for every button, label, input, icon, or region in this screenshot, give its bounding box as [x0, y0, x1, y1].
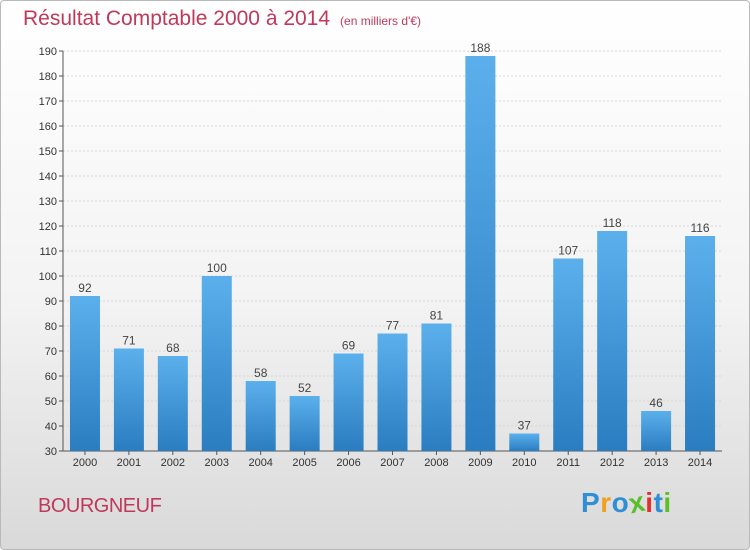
x-label-2000: 2000	[73, 457, 97, 469]
bar-2000	[69, 296, 100, 451]
title-main: Résultat Comptable 2000 à 2014	[23, 7, 331, 30]
y-axis-ticks: 30 40 50 60 70 80 90 100 110 120 130 140 150 160 170 18…	[39, 46, 63, 458]
x-label-2009: 2009	[468, 457, 492, 469]
data-label-2004: 58	[254, 366, 268, 380]
y-tick-label: 80	[45, 321, 57, 333]
data-label-2000: 92	[78, 281, 92, 295]
x-label-2014: 2014	[688, 457, 712, 469]
y-tick-label: 190	[39, 46, 57, 58]
y-tick-label: 50	[45, 396, 57, 408]
y-tick-label: 180	[39, 71, 57, 83]
data-label-2001: 71	[122, 334, 136, 348]
data-label-2012: 118	[603, 216, 622, 230]
y-tick-label: 150	[39, 146, 57, 158]
x-label-2011: 2011	[556, 457, 580, 469]
y-tick-label: 70	[45, 346, 57, 358]
bar-2011	[553, 258, 584, 451]
logo-letter: o	[611, 487, 630, 518]
x-label-2005: 2005	[292, 457, 316, 469]
x-axis-labels: 2000 2001 2002 2003 2004 2005 2006 2007 2008 2009…	[73, 451, 712, 469]
x-label-2004: 2004	[248, 457, 272, 469]
x-label-2002: 2002	[161, 457, 185, 469]
data-label-2009: 188	[470, 41, 490, 55]
x-label-2008: 2008	[424, 457, 448, 469]
bar-2014	[685, 236, 716, 451]
data-label-2010: 37	[518, 419, 532, 433]
bar-2004	[245, 381, 276, 451]
bar-2008	[421, 323, 452, 451]
logo-letter: t	[653, 487, 664, 518]
bar-2006	[333, 353, 364, 451]
bars	[69, 56, 716, 451]
bar-2010	[509, 433, 540, 451]
proxiti-logo[interactable]: Proxiti	[581, 486, 672, 520]
logo-letter: P	[581, 487, 601, 518]
bar-2007	[377, 333, 408, 451]
data-label-2005: 52	[298, 381, 312, 395]
bar-2013	[641, 411, 672, 451]
bar-2003	[201, 276, 232, 451]
data-label-2002: 68	[166, 341, 180, 355]
y-tick-label: 130	[39, 196, 57, 208]
y-tick-label: 90	[45, 296, 57, 308]
data-label-2003: 100	[207, 261, 227, 275]
x-label-2013: 2013	[644, 457, 668, 469]
logo-letter: r	[600, 487, 612, 518]
x-label-2007: 2007	[380, 457, 404, 469]
logo-letter: i	[645, 487, 654, 518]
data-label-2011: 107	[558, 244, 578, 258]
commune-name: BOURGNEUF	[38, 495, 162, 517]
bar-2005	[289, 396, 320, 451]
data-label-2013: 46	[649, 396, 663, 410]
data-label-2007: 77	[386, 319, 400, 333]
x-label-2006: 2006	[336, 457, 360, 469]
y-tick-label: 110	[39, 246, 57, 258]
chart-title: Résultat Comptable 2000 à 2014 (en millie…	[23, 7, 421, 31]
data-label-2006: 69	[342, 339, 356, 353]
y-tick-label: 160	[39, 121, 57, 133]
y-tick-label: 40	[45, 421, 57, 433]
data-label-2008: 81	[430, 309, 444, 323]
x-label-2010: 2010	[512, 457, 536, 469]
y-tick-label: 140	[39, 171, 57, 183]
title-unit: (en milliers d'€)	[340, 14, 422, 28]
bar-2001	[113, 348, 144, 451]
x-label-2012: 2012	[600, 457, 624, 469]
data-labels: 92 71 68 100 58 52 69 77 81 188 37 107 118 46 116	[78, 41, 710, 433]
y-tick-label: 120	[39, 221, 57, 233]
y-tick-label: 170	[39, 96, 57, 108]
bar-2009	[465, 56, 496, 451]
y-tick-label: 100	[39, 271, 57, 283]
y-tick-label: 60	[45, 371, 57, 383]
y-tick-label: 30	[45, 446, 57, 458]
data-label-2014: 116	[690, 221, 709, 235]
logo-letter: i	[663, 487, 672, 518]
x-label-2001: 2001	[117, 457, 141, 469]
bar-2002	[157, 356, 188, 451]
bar-2012	[597, 231, 628, 451]
x-label-2003: 2003	[205, 457, 229, 469]
